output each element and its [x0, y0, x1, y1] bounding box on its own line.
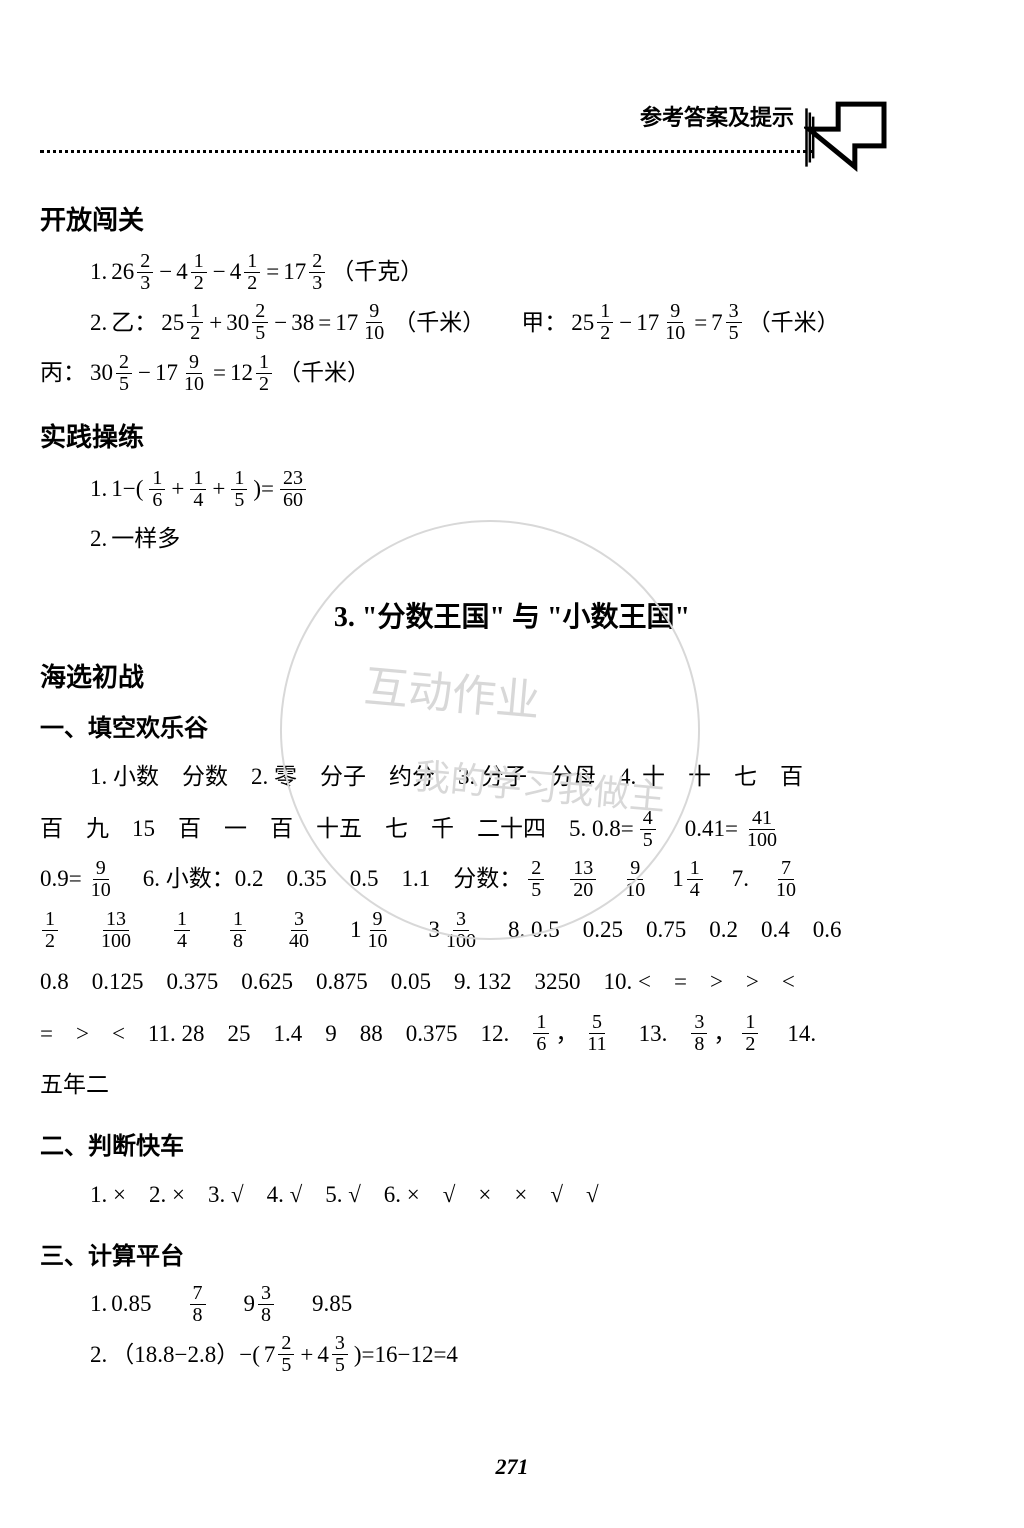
answer-flow: 0.8 0.125 0.375 0.625 0.875 0.05 9. 132 … [40, 956, 984, 1009]
answer-line: 1. 2623 − 412 − 412 = 1723 （千克） [90, 247, 984, 298]
answer-flow: 1. 小数 分数 2. 零 分子 约分 3. 分子 分母 4. 十 十 七 百 [90, 751, 984, 804]
answer-flow: 1. × 2. × 3. √ 4. √ 5. √ 6. × √ × × √ √ [90, 1169, 984, 1222]
answer-line: 1. 0.85 78 938 9.85 [90, 1279, 984, 1330]
chapter-heading: 3. "分数王国" 与 "小数王国" [40, 595, 984, 635]
section-heading: 实践操练 [40, 417, 984, 454]
answer-line: 2. （18.8−2.8）−( 725 + 435 )=16−12=4 [90, 1330, 984, 1381]
subsection-heading: 二、判断快车 [40, 1126, 984, 1161]
answer-line: 2. 一样多 [90, 514, 984, 565]
answer-flow: 12 13100 14 18 340 1910 33100 8. 0.5 0.2… [40, 905, 984, 956]
answer-flow: 0.9= 910 6. 小数：0.2 0.35 0.5 1.1 分数： 25 1… [40, 854, 984, 905]
arrow-icon [804, 100, 889, 175]
answer-flow: 五年二 [40, 1059, 984, 1112]
section-heading: 开放闯关 [40, 200, 984, 237]
content: 开放闯关 1. 2623 − 412 − 412 = 1723 （千克） 2. … [40, 200, 984, 1380]
answer-line: 1. 1−( 16 + 14 + 15 )= 2360 [90, 464, 984, 515]
page-number: 271 [0, 1454, 1024, 1480]
header-label: 参考答案及提示 [640, 100, 794, 132]
answer-flow: 百 九 15 百 一 百 十五 七 千 二十四 5. 0.8= 45 0.41=… [40, 804, 984, 855]
answer-flow: = > < 11. 28 25 1.4 9 88 0.375 12. 16 ， … [40, 1009, 984, 1060]
dotted-divider [40, 150, 814, 153]
section-heading: 海选初战 [40, 657, 984, 694]
subsection-heading: 三、计算平台 [40, 1236, 984, 1271]
answer-line: 丙： 3025 − 17910 = 1212 （千米） [40, 348, 984, 399]
subsection-heading: 一、填空欢乐谷 [40, 708, 984, 743]
answer-line: 2. 乙： 2512 + 3025 −38= 17910 （千米） 甲： 251… [90, 298, 984, 349]
